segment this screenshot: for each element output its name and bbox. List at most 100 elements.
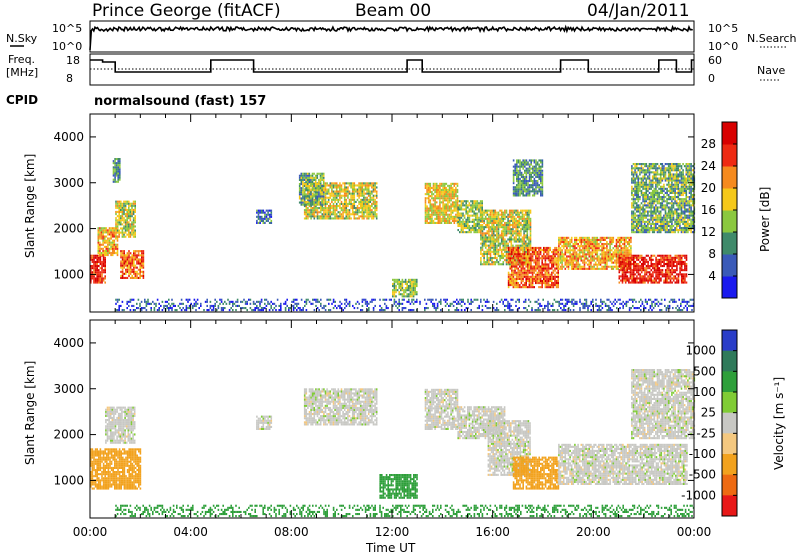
power-echo-cell (512, 224, 514, 227)
power-echo-cell (476, 208, 479, 211)
power-echo-cell (526, 244, 529, 247)
power-echo-cell (547, 253, 550, 256)
power-echo-cell (655, 273, 657, 276)
power-echo-cell (439, 213, 441, 216)
power-echo-cell (594, 249, 597, 252)
power-echo-region (618, 254, 688, 284)
power-echo-cell (311, 215, 314, 218)
power-echo-cell (601, 267, 603, 270)
power-echo-cell (639, 279, 641, 282)
power-echo-cell (578, 241, 581, 244)
power-echo-cell (102, 233, 104, 236)
power-echo-cell (326, 202, 328, 205)
power-echo-cell (564, 243, 567, 246)
power-echo-cell (655, 263, 657, 266)
power-echo-cell (507, 257, 510, 260)
power-echo-cell (645, 279, 648, 282)
power-echo-cell (334, 213, 336, 216)
power-echo-cell (525, 255, 527, 258)
power-echo-cell (116, 249, 119, 252)
power-echo-cell (535, 190, 537, 193)
power-echo-cell (302, 183, 304, 186)
power-echo-cell (488, 238, 490, 241)
power-echo-cell (636, 281, 638, 284)
power-echo-cell (142, 260, 145, 263)
power-echo-cell (488, 257, 490, 260)
power-echo-cell (615, 267, 618, 270)
power-echo-cell (609, 255, 611, 258)
power-echo-cell (427, 201, 430, 204)
power-echo-cell (455, 219, 457, 222)
power-echo-cell (528, 269, 531, 272)
power-echo-cell (445, 182, 448, 185)
power-echo-cell (527, 255, 529, 258)
power-echo-cell (593, 238, 595, 241)
power-echo-cell (431, 217, 433, 220)
power-echo-cell (486, 219, 489, 222)
power-echo-cell (447, 213, 449, 216)
power-echo-cell (117, 180, 119, 183)
power-echo-cell (583, 253, 586, 256)
power-echo-cell (128, 215, 130, 218)
power-echo-cell (547, 265, 550, 268)
power-echo-cell (437, 207, 440, 210)
power-echo-cell (530, 267, 532, 270)
power-echo-cell (510, 236, 513, 239)
power-echo-cell (434, 184, 436, 187)
power-echo-cell (270, 221, 273, 224)
power-echo-cell (431, 197, 433, 200)
power-echo-cell (363, 200, 365, 203)
power-echo-cell (524, 234, 527, 237)
power-echo-cell (465, 218, 467, 221)
power-echo-cell (609, 241, 611, 244)
power-echo-cell (499, 244, 501, 247)
power-echo-cell (479, 210, 482, 213)
power-echo-cell (557, 269, 559, 272)
power-echo-cell (434, 191, 436, 194)
power-echo-cell (632, 260, 635, 263)
power-echo-cell (516, 173, 518, 176)
power-echo-cell (586, 267, 589, 270)
power-echo-cell (631, 271, 633, 274)
power-echo-cell (104, 271, 106, 274)
power-echo-cell (108, 231, 111, 234)
power-echo-cell (131, 262, 133, 265)
power-echo-cell (626, 271, 629, 274)
power-echo-cell (306, 189, 309, 192)
power-echo-cell (561, 267, 563, 270)
power-echo-cell (543, 253, 545, 256)
power-echo-cell (554, 284, 556, 287)
power-echo-cell (544, 251, 547, 254)
power-echo-cell (631, 206, 633, 209)
power-echo-cell (516, 230, 519, 233)
power-echo-cell (557, 273, 559, 276)
power-echo-cell (522, 161, 524, 164)
power-echo-cell (512, 284, 515, 287)
power-echo-cell (650, 281, 653, 284)
power-echo-cell (321, 185, 323, 188)
power-echo-cell (128, 204, 130, 207)
power-echo-cell (525, 261, 527, 264)
power-echo-cell (311, 178, 314, 181)
power-echo-cell (432, 211, 435, 214)
power-echo-cell (610, 267, 613, 270)
power-echo-cell (467, 220, 469, 223)
power-echo-cell (326, 190, 328, 193)
power-echo-cell (303, 203, 306, 206)
power-echo-cell (488, 224, 490, 227)
power-echo-cell (631, 256, 633, 259)
power-echo-cell (439, 188, 441, 191)
power-echo-cell (661, 269, 664, 272)
power-echo-cell (455, 205, 457, 208)
power-echo-cell (358, 194, 360, 197)
power-echo-cell (97, 235, 100, 238)
power-echo-cell (114, 162, 116, 165)
power-echo-cell (512, 244, 514, 247)
power-echo-cell (591, 238, 594, 241)
power-echo-cell (685, 281, 688, 284)
power-echo-cell (525, 259, 527, 262)
power-echo-cell (470, 231, 472, 234)
power-echo-cell (514, 192, 516, 195)
power-echo-cell (443, 193, 446, 196)
power-echo-cell (358, 209, 360, 212)
